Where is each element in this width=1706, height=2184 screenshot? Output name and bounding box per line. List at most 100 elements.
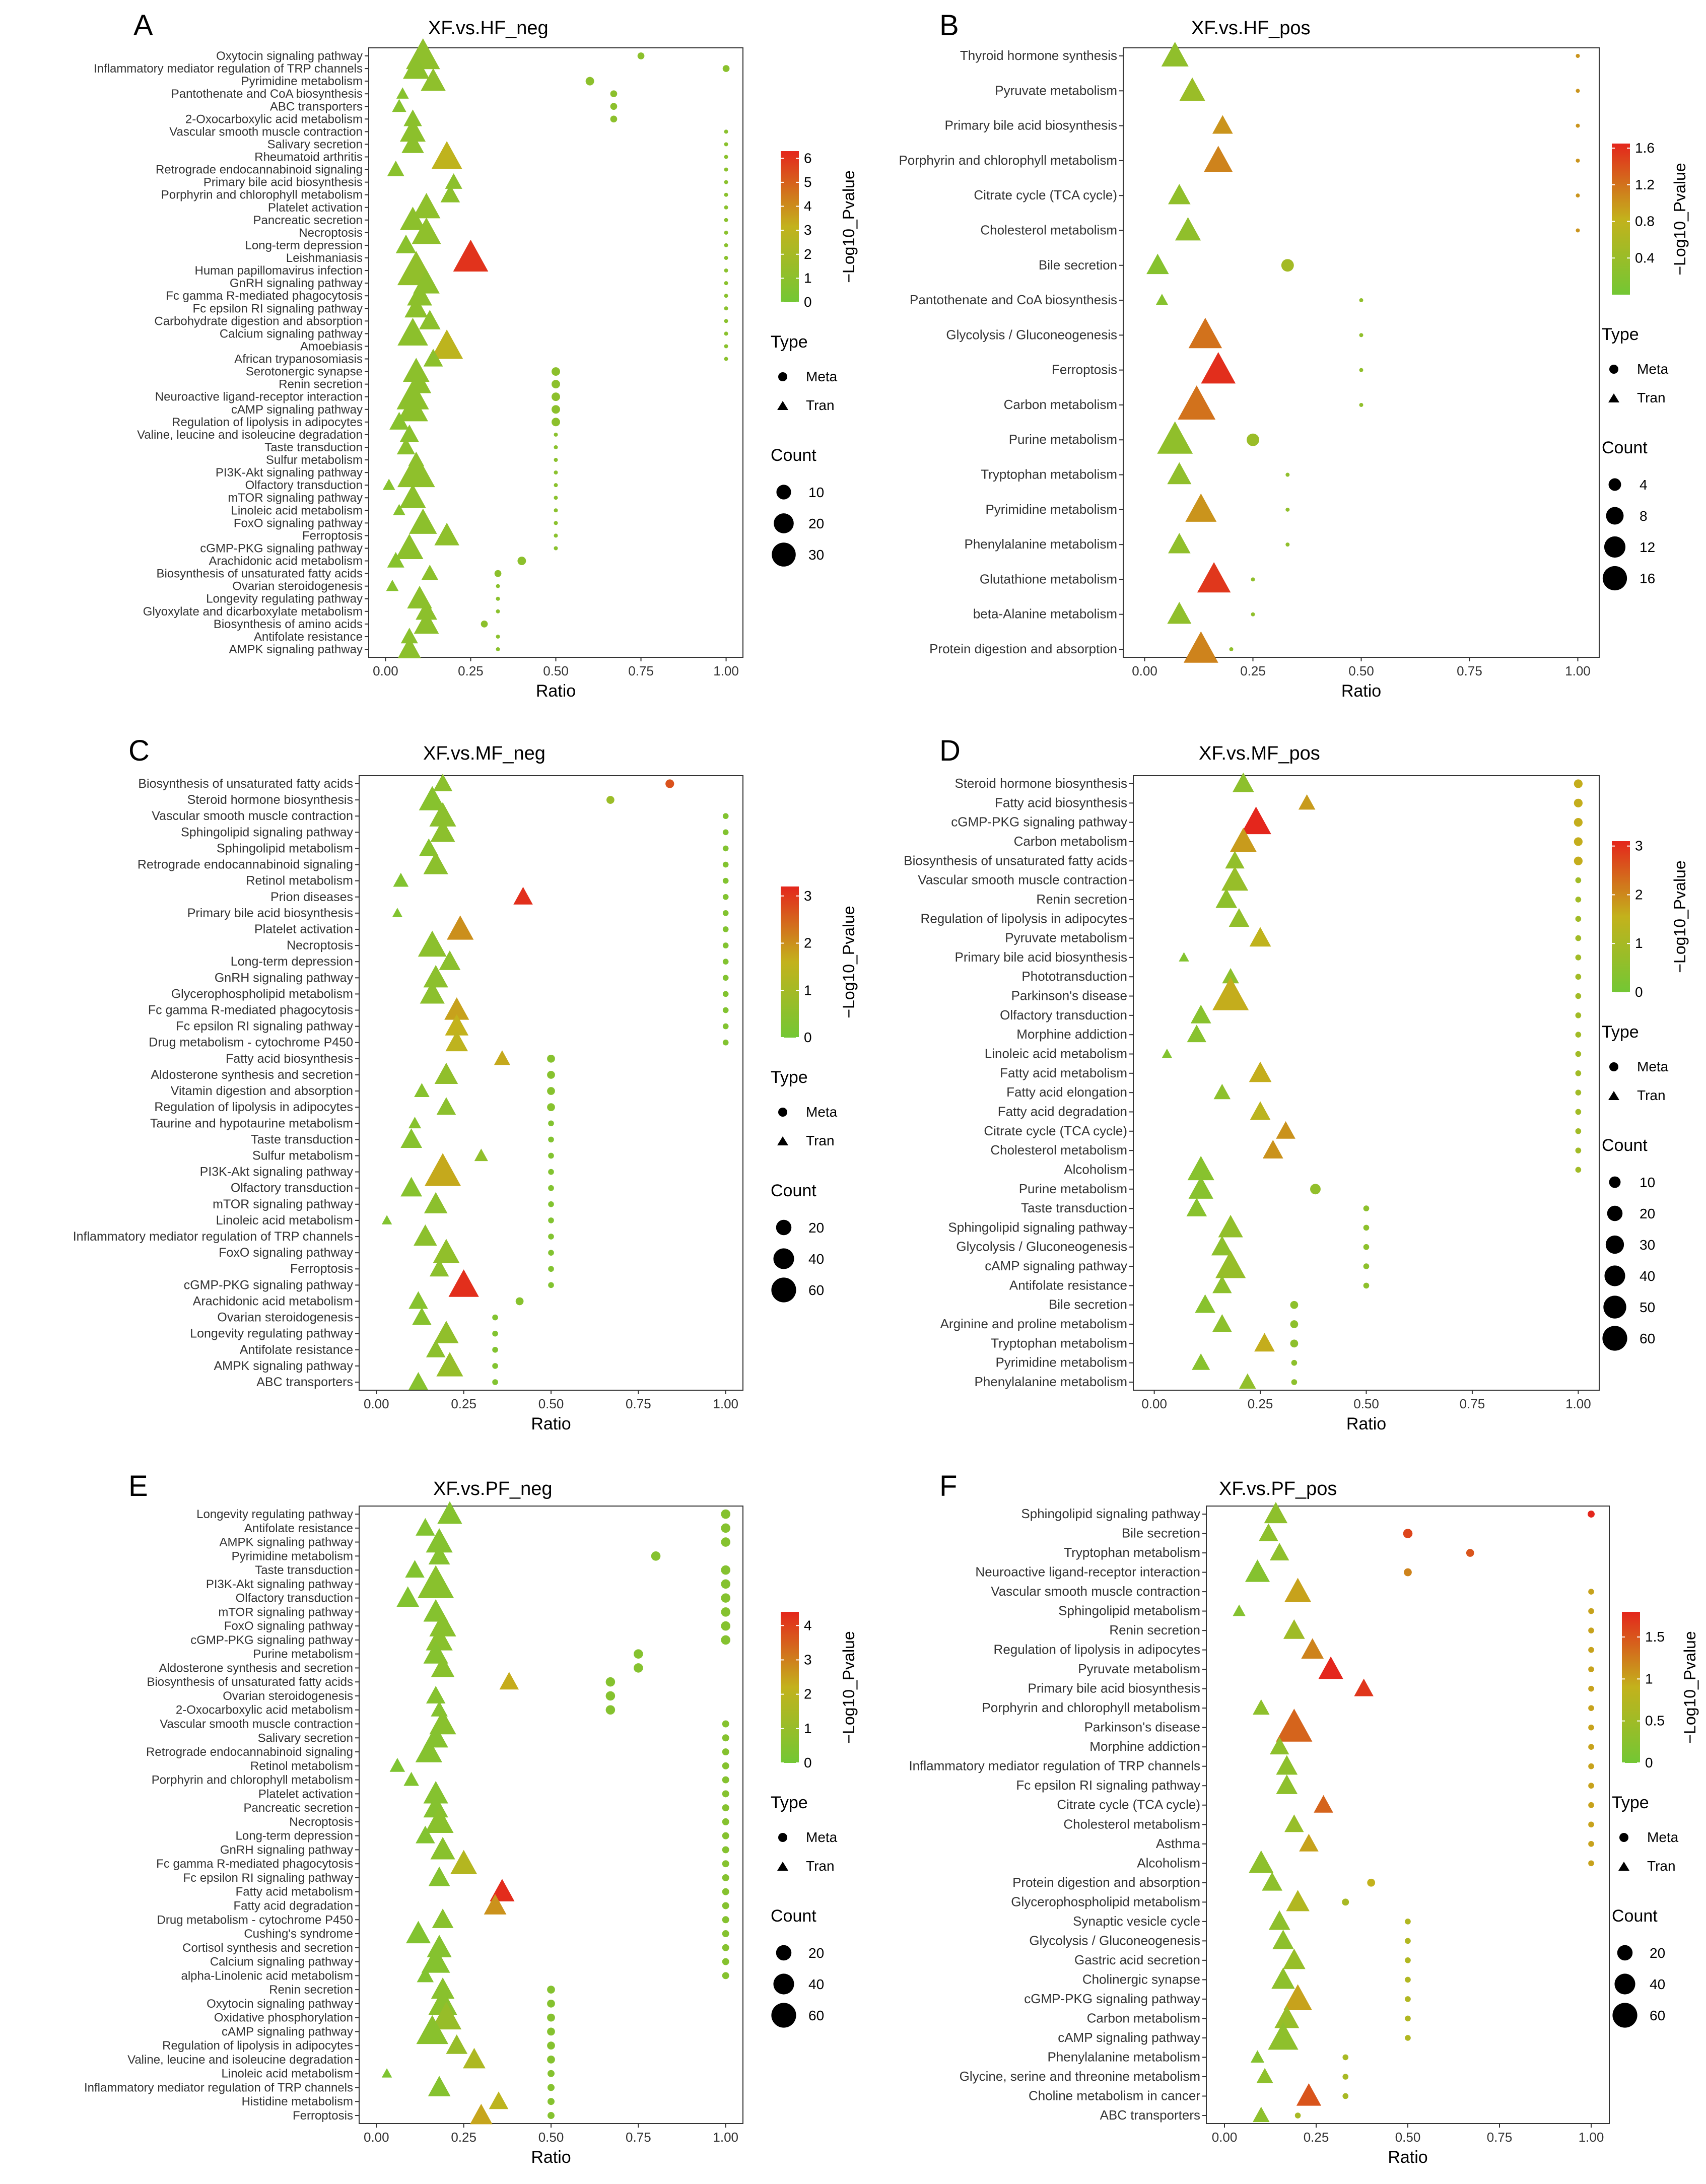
x-tick-label: 0.75: [1487, 2130, 1513, 2145]
point-tran: [400, 628, 418, 644]
point-meta: [1576, 89, 1580, 93]
point-meta: [722, 1818, 729, 1825]
colorbar-tick-label: 2: [804, 246, 812, 262]
colorbar-label: −Log10_Pvalue: [840, 1631, 858, 1743]
y-tick-label: Leishmaniasis: [286, 251, 363, 265]
point-tran: [426, 1626, 453, 1651]
y-tick-label: Vascular smooth muscle contraction: [991, 1584, 1200, 1599]
legend-type-title: Type: [771, 1793, 808, 1812]
point-tran: [399, 118, 426, 142]
colorbar-tick-label: 3: [804, 222, 812, 238]
point-meta: [724, 205, 728, 210]
point-meta: [634, 1663, 643, 1673]
point-meta: [1574, 779, 1583, 788]
y-tick-label: GnRH signaling pathway: [230, 277, 363, 290]
colorbar-tick-label: 0: [804, 294, 812, 310]
y-tick-label: cGMP-PKG signaling pathway: [951, 814, 1127, 830]
legend-tran-symbol: [777, 1136, 788, 1145]
point-meta: [722, 1888, 729, 1895]
y-tick-label: Porphyrin and chlorophyll metabolism: [899, 153, 1117, 168]
y-tick-label: cGMP-PKG signaling pathway: [184, 1278, 354, 1292]
y-tick-label: Amoebiasis: [300, 339, 363, 353]
point-meta: [1310, 1184, 1321, 1195]
point-tran: [1274, 2005, 1300, 2028]
point-tran: [418, 930, 447, 957]
point-tran: [399, 207, 426, 230]
point-meta: [492, 1314, 498, 1321]
colorbar-tick-label: 2: [804, 935, 812, 951]
colorbar-tick-label: 1: [1645, 1671, 1653, 1686]
point-meta: [1247, 433, 1259, 446]
point-tran: [1197, 562, 1231, 593]
colorbar-label: −Log10_Pvalue: [1671, 860, 1689, 973]
y-tick-label: Ferroptosis: [302, 529, 363, 542]
point-tran: [1245, 1559, 1270, 1582]
y-tick-label: PI3K-Akt signaling pathway: [206, 1578, 353, 1591]
point-tran: [1282, 1948, 1306, 1969]
y-tick-label: Cholesterol metabolism: [1063, 1816, 1200, 1831]
point-meta: [554, 533, 558, 538]
point-meta: [1363, 1244, 1370, 1250]
x-tick-label: 0.50: [538, 2130, 564, 2145]
point-tran: [450, 1850, 477, 1874]
point-tran: [423, 852, 448, 874]
y-tick-label: Linoleic acid metabolism: [985, 1046, 1127, 1061]
y-tick-label: Fc epsilon RI signaling pathway: [176, 1019, 353, 1034]
point-tran: [429, 1259, 449, 1277]
point-meta: [1363, 1224, 1370, 1231]
point-tran: [447, 915, 474, 940]
y-tick-label: Ovarian steroidogenesis: [223, 1689, 353, 1703]
point-tran: [1179, 952, 1189, 962]
legend-count-label: 50: [1640, 1300, 1655, 1315]
point-tran: [433, 1239, 460, 1263]
y-tick-label: Necroptosis: [299, 226, 363, 240]
point-tran: [1212, 115, 1233, 134]
point-tran: [429, 1612, 456, 1636]
legend-count-symbol: [776, 485, 791, 500]
colorbar-label: −Log10_Pvalue: [1681, 1631, 1699, 1743]
y-tick-label: alpha-Linolenic acid metabolism: [181, 1969, 353, 1983]
panel-title: XF.vs.PF_neg: [433, 1478, 553, 1499]
y-tick-label: Taurine and hypotaurine metabolism: [150, 1116, 353, 1130]
point-tran: [397, 393, 428, 422]
point-tran: [393, 872, 409, 887]
point-tran: [409, 508, 437, 534]
point-tran: [419, 838, 439, 856]
y-tick-label: Vascular smooth muscle contraction: [169, 125, 363, 139]
point-tran: [395, 533, 424, 560]
point-tran: [396, 1586, 420, 1607]
y-tick-label: Primary bile acid biosynthesis: [187, 906, 353, 920]
legend-tran-symbol: [1618, 1862, 1629, 1871]
point-tran: [431, 1656, 455, 1677]
y-tick-label: Biosynthesis of unsaturated fatty acids: [147, 1675, 353, 1689]
y-tick-label: GnRH signaling pathway: [220, 1843, 353, 1857]
y-tick-label: Pantothenate and CoA biosynthesis: [910, 292, 1117, 307]
point-meta: [554, 496, 558, 500]
point-tran: [1204, 146, 1233, 172]
point-tran: [431, 329, 463, 359]
y-tick-label: FoxO signaling pathway: [234, 516, 363, 530]
point-tran: [453, 239, 489, 272]
point-tran: [1167, 601, 1192, 624]
y-tick-label: Vitamin digestion and absorption: [171, 1084, 353, 1098]
legend-meta-label: Meta: [1637, 1059, 1669, 1074]
point-tran: [1187, 1025, 1207, 1043]
point-tran: [428, 1866, 450, 1886]
point-meta: [1285, 507, 1290, 512]
legend-tran-label: Tran: [806, 1858, 835, 1874]
point-meta: [721, 1621, 730, 1631]
point-tran: [389, 1757, 405, 1772]
panel-label: A: [133, 9, 153, 42]
y-tick-label: PI3K-Akt signaling pathway: [200, 1165, 354, 1179]
point-tran: [414, 611, 439, 634]
legend-count-symbol: [1608, 478, 1621, 491]
point-meta: [724, 256, 728, 260]
y-tick-label: PI3K-Akt signaling pathway: [216, 466, 363, 480]
y-tick-label: Sulfur metabolism: [266, 453, 363, 467]
point-tran: [1298, 794, 1316, 810]
x-tick-label: 0.25: [451, 1396, 476, 1411]
point-meta: [724, 281, 728, 286]
legend-count-label: 40: [808, 1251, 824, 1267]
point-meta: [1290, 1320, 1299, 1328]
